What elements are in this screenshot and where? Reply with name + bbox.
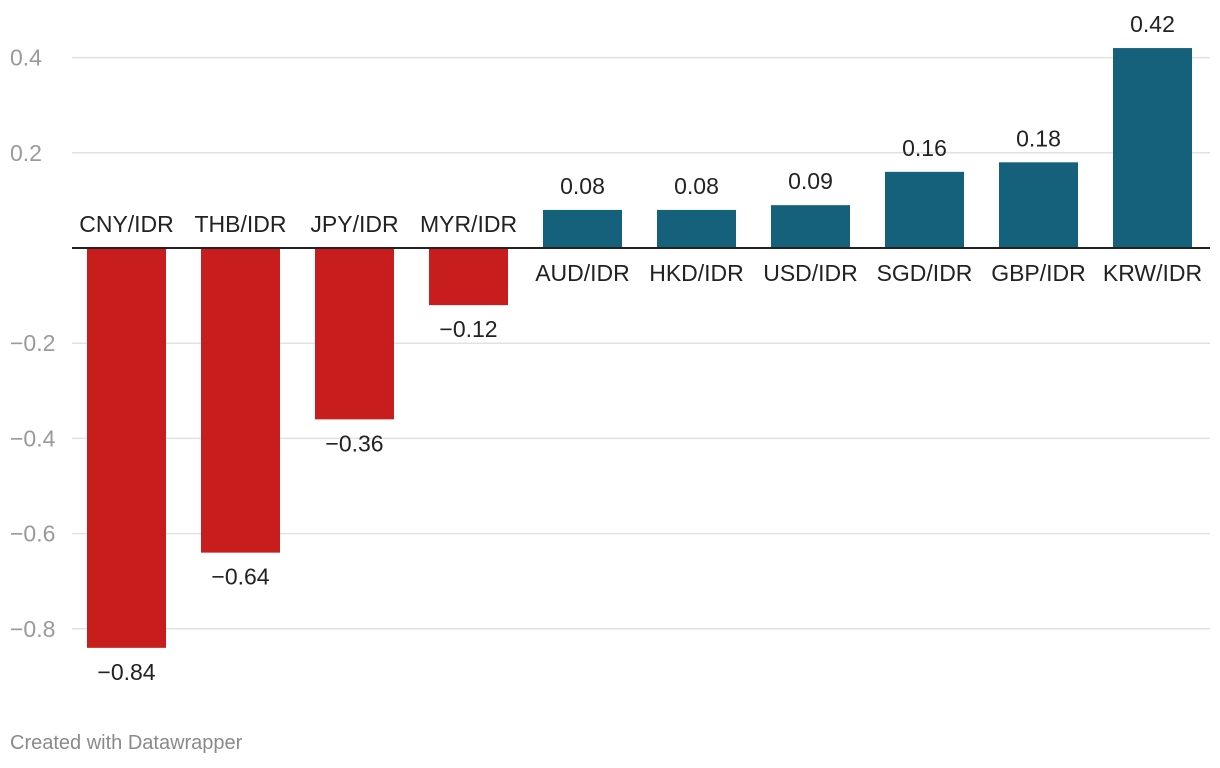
y-tick-label: −0.4 — [10, 425, 56, 451]
bar-chart: 0.4 0.2 −0.2 −0.4 −0.6 −0.8 CNY/IDR −0.84 THB/ID… — [10, 11, 1210, 685]
category-label: USD/IDR — [763, 260, 858, 286]
data-label: 0.18 — [1016, 125, 1061, 151]
category-label: CNY/IDR — [79, 211, 174, 237]
y-tick-label: 0.2 — [10, 140, 42, 166]
data-label: 0.09 — [788, 168, 833, 194]
data-label: −0.36 — [325, 430, 383, 456]
category-label: MYR/IDR — [420, 211, 517, 237]
credit-text: Created with Datawrapper — [10, 732, 243, 754]
data-label: −0.12 — [439, 316, 497, 342]
y-tick-label: −0.2 — [10, 330, 55, 356]
category-label: THB/IDR — [195, 211, 287, 237]
y-tick-label: −0.8 — [10, 616, 55, 642]
category-label: GBP/IDR — [991, 260, 1086, 286]
category-label: JPY/IDR — [310, 211, 398, 237]
category-label: AUD/IDR — [535, 260, 630, 286]
y-tick-label: −0.6 — [10, 521, 55, 547]
bar — [657, 209, 736, 248]
data-label: 0.16 — [902, 135, 947, 161]
bar — [87, 248, 166, 648]
bar — [543, 209, 622, 248]
category-label: HKD/IDR — [649, 260, 744, 286]
category-label: KRW/IDR — [1103, 260, 1202, 286]
bar — [885, 171, 964, 248]
bar — [315, 248, 394, 420]
data-label: 0.42 — [1130, 11, 1175, 37]
data-label: −0.84 — [97, 659, 155, 685]
data-label: −0.64 — [211, 564, 269, 590]
y-tick-label: 0.4 — [10, 45, 42, 71]
category-label: SGD/IDR — [877, 260, 973, 286]
bar — [771, 205, 850, 248]
bar — [201, 248, 280, 553]
bar — [429, 248, 508, 306]
bar — [1113, 48, 1192, 248]
bar — [999, 162, 1078, 248]
data-label: 0.08 — [560, 173, 605, 199]
data-label: 0.08 — [674, 173, 719, 199]
